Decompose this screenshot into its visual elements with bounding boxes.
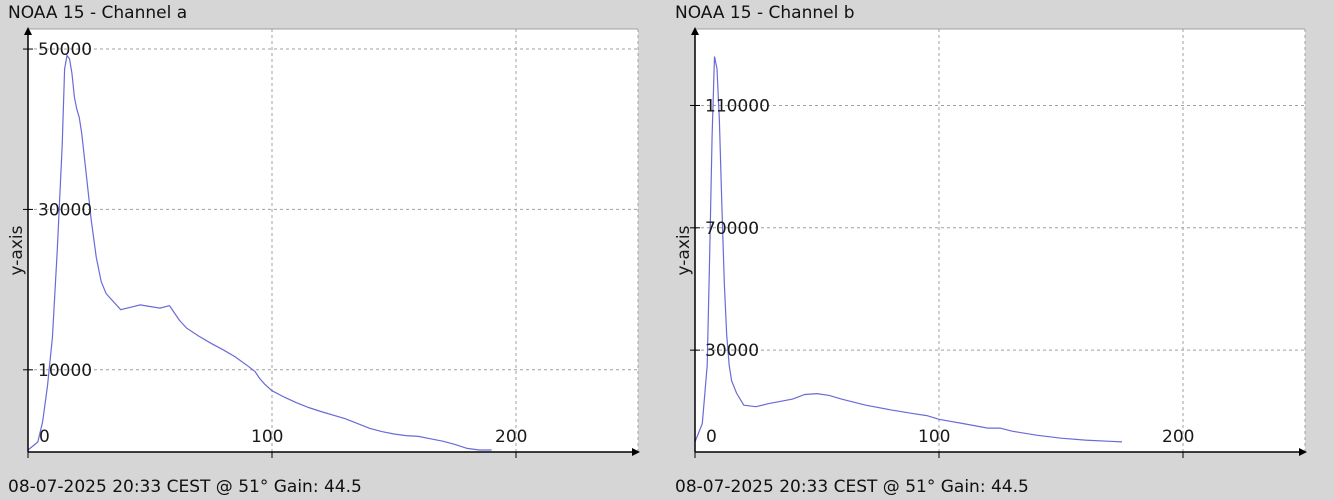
y-tick-label: 50000 [38, 40, 92, 60]
y-axis-title: y-axis [674, 225, 694, 275]
y-tick-label: 30000 [705, 341, 759, 361]
chart-canvas-channel-b: 0 100 200 30000 70000 110000 y-axis [674, 27, 1307, 458]
x-tick-label: 200 [495, 427, 527, 447]
series-line [27, 54, 492, 451]
x-tick-label: 100 [918, 427, 950, 447]
plot-area [28, 29, 638, 452]
x-axis-arrow [632, 448, 640, 456]
status-line: 08-07-2025 20:33 CEST @ 51° Gain: 44.5 [8, 477, 362, 497]
x-tick-label: 100 [251, 427, 283, 447]
x-tick-label: 200 [1162, 427, 1194, 447]
plot-area [695, 29, 1305, 452]
chart-title: NOAA 15 - Channel a [8, 3, 188, 23]
status-line: 08-07-2025 20:33 CEST @ 51° Gain: 44.5 [675, 477, 1029, 497]
series-line [694, 56, 1123, 443]
chart-panel-channel-a: NOAA 15 - Channel a 0 100 200 10000 30000 500… [7, 3, 640, 497]
y-axis-title: y-axis [7, 225, 27, 275]
y-tick-label: 30000 [38, 200, 92, 220]
y-tick-label: 110000 [705, 96, 770, 116]
y-axis-arrow [24, 27, 32, 35]
y-tick-label: 70000 [705, 219, 759, 239]
chart-canvas-channel-a: 0 100 200 10000 30000 50000 y-axis [7, 27, 640, 458]
x-tick-label: 0 [706, 427, 717, 447]
x-axis-arrow [1299, 448, 1307, 456]
y-tick-label: 10000 [38, 361, 92, 381]
x-tick-label: 0 [39, 427, 50, 447]
y-axis-arrow [691, 27, 699, 35]
chart-panel-channel-b: NOAA 15 - Channel b 0 100 200 30000 70000 110… [667, 0, 1334, 500]
chart-title: NOAA 15 - Channel b [675, 3, 855, 23]
